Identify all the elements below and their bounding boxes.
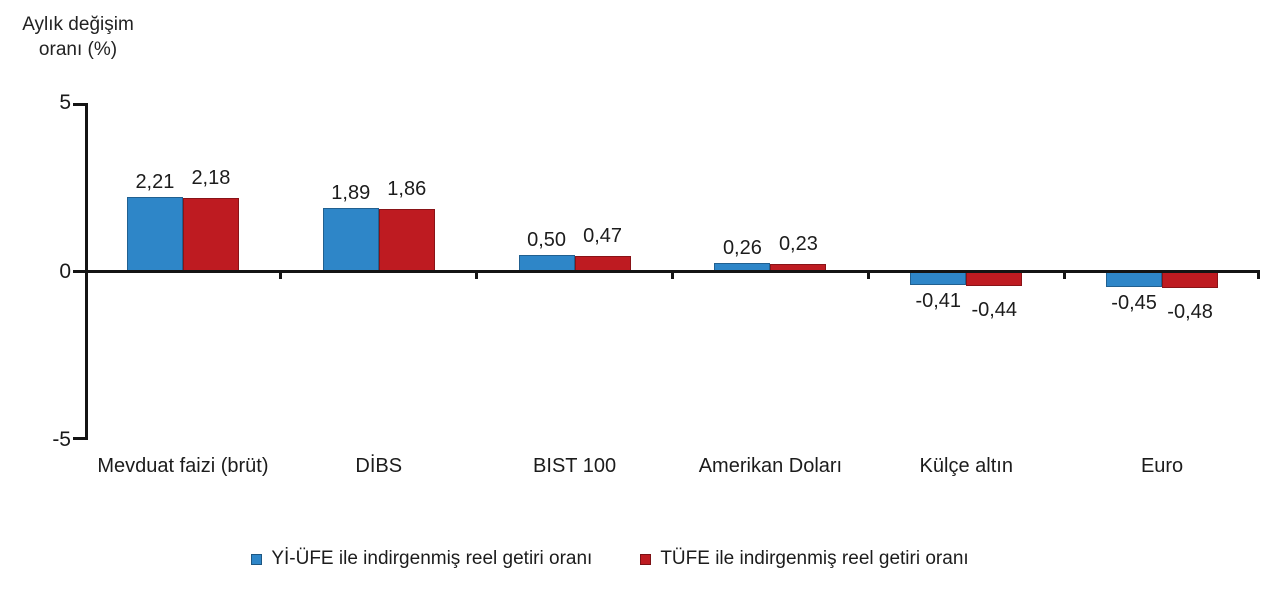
- bar-value-label: -0,45: [1111, 291, 1157, 314]
- bar-value-label: 0,47: [583, 224, 623, 247]
- y-axis-title-line2: oranı (%): [38, 39, 118, 60]
- legend-item-yi-ufe: Yİ-ÜFE ile indirgenmiş reel getiri oranı: [251, 547, 592, 571]
- category-axis: Mevduat faizi (brüt) DİBS BIST 100 Amerikan…: [85, 452, 1260, 480]
- category-label-euro: Euro: [1140, 455, 1184, 477]
- legend-swatch-tufe-icon: [640, 553, 652, 565]
- plot-area: 2,21 2,18 1,89 1,86 0,50 0,47 0,26 0,23 -0,41 -0,…: [52, 91, 1260, 451]
- x-axis-tick: [279, 270, 283, 279]
- bar-yi-fe-euro: [1106, 271, 1163, 287]
- bar-value-label: 1,89: [331, 181, 371, 204]
- y-axis-title-line1: Aylık değişim: [22, 14, 134, 35]
- legend-item-tufe: TÜFE ile indirgenmiş reel getiri oranı: [640, 547, 969, 571]
- bar-value-label: 2,21: [135, 171, 175, 194]
- bar-value-label: 2,18: [191, 167, 231, 190]
- legend-label-tufe: TÜFE ile indirgenmiş reel getiri oranı: [660, 548, 969, 569]
- bar-value-label: -0,41: [915, 290, 962, 313]
- y-axis-tick: [73, 270, 85, 273]
- x-axis-tick: [1257, 270, 1260, 279]
- bar-t-fe-di-bs: [378, 208, 435, 272]
- y-axis-tick: [73, 103, 85, 106]
- x-axis-tick: [1062, 270, 1066, 279]
- y-axis-tick: [73, 437, 85, 440]
- bar-t-fe-euro: [1162, 271, 1219, 288]
- legend-label-yi-ufe: Yİ-ÜFE ile indirgenmiş reel getiri oranı: [271, 548, 593, 569]
- category-label-di-bs: DİBS: [355, 455, 403, 477]
- bar-value-label: -0,44: [971, 299, 1018, 322]
- bar-value-label: 0,23: [778, 232, 818, 255]
- bar-value-label: 0,50: [527, 228, 567, 251]
- bar-t-fe-k-l-e-alt-n: [966, 271, 1023, 287]
- bar-yi-fe-bist-100: [518, 254, 575, 272]
- x-axis-tick: [866, 270, 870, 279]
- bar-value-label: 1,86: [387, 177, 427, 200]
- legend-swatch-yi-ufe-icon: [251, 553, 263, 565]
- y-tick-label: 0: [59, 259, 71, 283]
- category-label-bist-100: BIST 100: [533, 455, 617, 477]
- x-axis-tick: [671, 270, 674, 279]
- category-label-k-l-e-alt-n: Külçe altın: [919, 455, 1013, 477]
- y-axis-title: Aylık değişim oranı (%): [8, 12, 148, 62]
- y-tick-label: 5: [59, 91, 71, 114]
- bar-yi-fe-k-l-e-alt-n: [910, 271, 967, 286]
- bar-yi-fe-mevduat-faizi-br-t: [126, 197, 183, 272]
- bar-t-fe-mevduat-faizi-br-t: [182, 198, 239, 272]
- category-label-amerikan-dolar: Amerikan Doları: [698, 455, 843, 477]
- bar-yi-fe-di-bs: [322, 207, 379, 272]
- y-tick-label: -5: [52, 428, 71, 451]
- y-axis-line: [85, 103, 88, 440]
- legend: Yİ-ÜFE ile indirgenmiş reel getiri oranı…: [0, 547, 1220, 571]
- bar-value-label: -0,48: [1167, 300, 1213, 323]
- bar-value-label: 0,26: [722, 236, 762, 259]
- x-axis-tick: [475, 270, 479, 279]
- category-label-mevduat-faizi-br-t: Mevduat faizi (brüt): [97, 455, 269, 477]
